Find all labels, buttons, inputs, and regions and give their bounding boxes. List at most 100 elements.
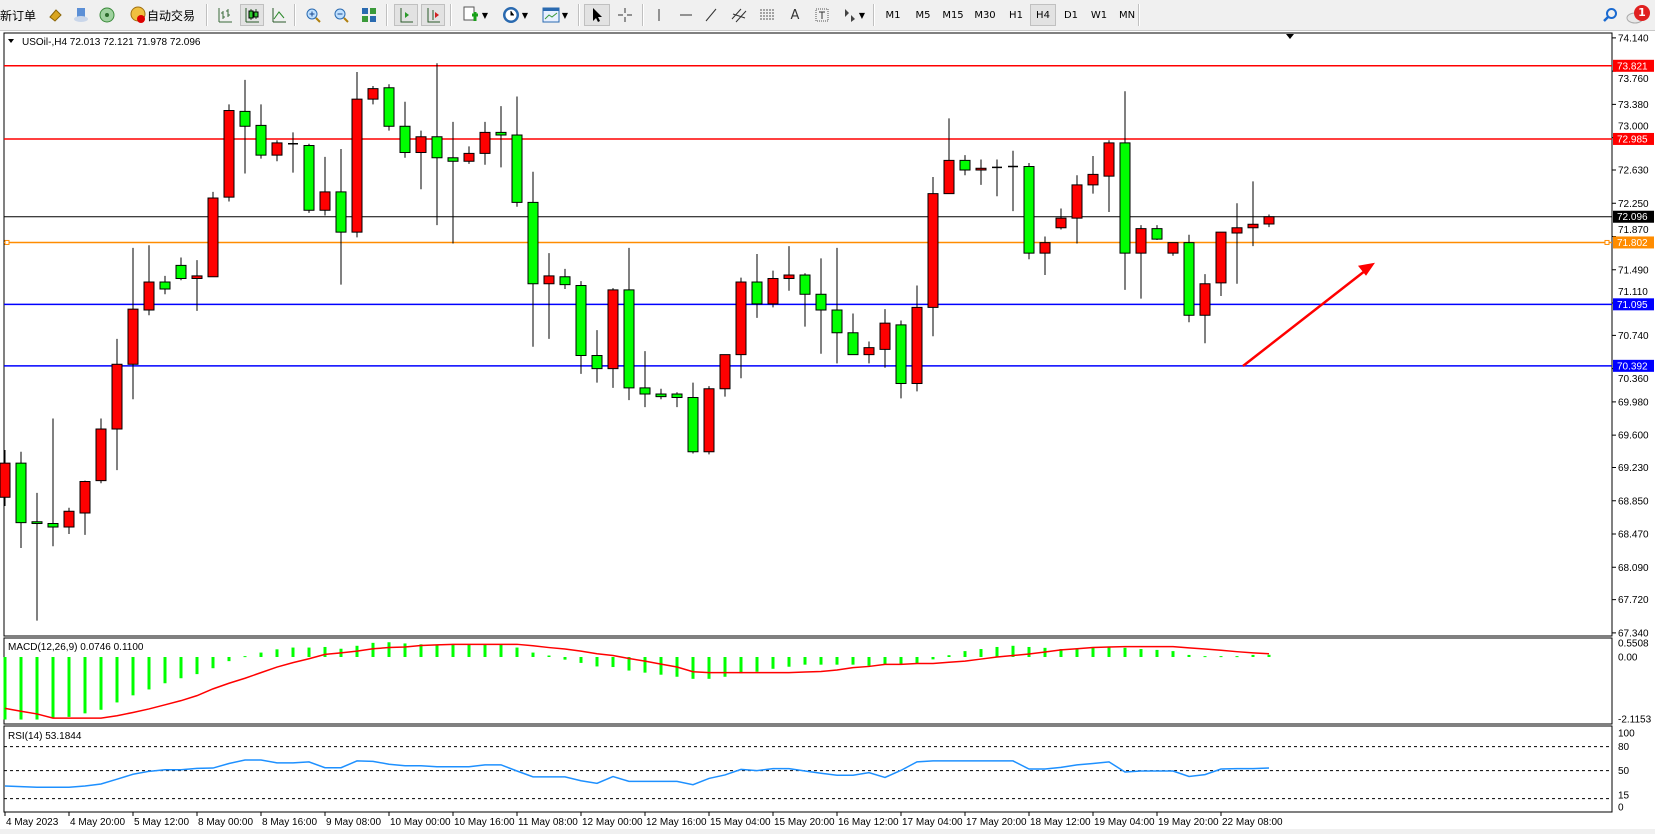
timeframe-w1-button[interactable]: W1 (1090, 9, 1108, 21)
candle[interactable] (879, 309, 891, 368)
chart-shift-icon[interactable] (394, 4, 418, 26)
crosshair-icon[interactable] (613, 4, 637, 26)
timeframe-h4-button[interactable]: H4 (1030, 4, 1056, 26)
cursor-icon[interactable] (584, 4, 610, 26)
candle[interactable] (239, 79, 251, 174)
candle[interactable] (607, 288, 619, 388)
templates-icon[interactable]: ▼ (538, 4, 572, 26)
candle[interactable] (495, 106, 507, 168)
chart-shift-marker-icon[interactable] (1286, 34, 1294, 39)
line-chart-icon[interactable] (268, 4, 290, 26)
candle[interactable] (703, 386, 715, 455)
tile-windows-icon[interactable] (358, 4, 380, 26)
candle[interactable] (847, 313, 859, 356)
bar-chart-icon[interactable] (214, 4, 236, 26)
candle[interactable] (1215, 231, 1227, 297)
candle[interactable] (47, 418, 59, 547)
trendline-icon[interactable] (700, 4, 722, 26)
candle[interactable] (255, 104, 267, 159)
candle[interactable] (511, 96, 523, 207)
zoom-in-icon[interactable] (302, 4, 324, 26)
text-label-icon[interactable] (811, 4, 833, 26)
candle[interactable] (447, 121, 459, 244)
auto-trade-button[interactable]: 自动交易 (124, 4, 200, 26)
candle[interactable] (127, 247, 139, 400)
candle[interactable] (303, 143, 315, 213)
candle[interactable] (992, 159, 1002, 197)
candle[interactable] (415, 130, 427, 190)
shapes-icon[interactable]: ▼ (838, 4, 868, 26)
candle[interactable] (1151, 225, 1163, 241)
candle[interactable] (975, 159, 987, 185)
timeframe-m15-button[interactable]: M15 (942, 9, 964, 21)
candle[interactable] (895, 320, 907, 399)
candle[interactable] (79, 480, 91, 535)
candle[interactable] (527, 171, 539, 347)
chat-icon[interactable]: 1 (1624, 4, 1652, 26)
candle[interactable] (1055, 208, 1067, 230)
candle[interactable] (639, 351, 651, 408)
candle[interactable] (1071, 175, 1083, 244)
candle[interactable] (687, 382, 699, 454)
indicators-icon[interactable]: ▼ (458, 4, 492, 26)
candle[interactable] (479, 121, 491, 165)
candle[interactable] (1008, 150, 1018, 212)
candle[interactable] (671, 392, 683, 408)
candle[interactable] (1087, 156, 1099, 194)
candle[interactable] (863, 341, 875, 364)
new-order-button[interactable]: 新订单 (0, 8, 37, 23)
timeframe-h1-button[interactable]: H1 (1009, 9, 1023, 21)
candlestick-icon[interactable] (240, 4, 264, 26)
timeframe-mn-button[interactable]: MN (1118, 9, 1136, 21)
periods-clock-icon[interactable]: ▼ (498, 4, 532, 26)
candle[interactable] (335, 149, 347, 285)
candle[interactable] (959, 155, 971, 176)
candle[interactable] (1119, 91, 1131, 290)
candle[interactable] (1023, 163, 1035, 260)
candle[interactable] (911, 285, 923, 392)
channel-icon[interactable] (728, 4, 750, 26)
chart-menu-triangle-icon[interactable] (8, 39, 14, 43)
fibonacci-icon[interactable] (756, 4, 778, 26)
candle[interactable] (223, 104, 235, 202)
candle[interactable] (767, 270, 779, 308)
candle[interactable] (591, 330, 603, 383)
candle[interactable] (799, 273, 811, 327)
candle[interactable] (367, 86, 379, 105)
text-icon[interactable]: A (790, 7, 800, 23)
candle[interactable] (95, 418, 107, 484)
timeframe-m1-button[interactable]: M1 (885, 9, 901, 21)
candle[interactable] (1167, 242, 1179, 256)
candle[interactable] (31, 492, 43, 621)
auto-scroll-icon[interactable] (421, 4, 445, 26)
candle[interactable] (1183, 234, 1195, 323)
candle[interactable] (751, 254, 763, 318)
candle[interactable] (623, 247, 635, 401)
candle[interactable] (1103, 140, 1115, 213)
candle[interactable] (15, 451, 27, 549)
chart-window[interactable]: 74.140 73.760 73.380 73.000 72.630 72.250 71.8… (0, 31, 1655, 834)
chart-canvas[interactable]: 74.140 73.760 73.380 73.000 72.630 72.250 71.8… (0, 31, 1655, 834)
candle[interactable] (159, 275, 171, 295)
candle[interactable] (559, 268, 571, 290)
level-handle[interactable] (1604, 239, 1610, 245)
search-icon[interactable] (1600, 4, 1620, 26)
candle[interactable] (111, 338, 123, 471)
candle[interactable] (351, 72, 363, 238)
timeframe-m30-button[interactable]: M30 (974, 9, 996, 21)
candle[interactable] (207, 191, 219, 278)
candle[interactable] (815, 258, 827, 354)
candle[interactable] (1263, 214, 1275, 228)
vertical-line-icon[interactable] (648, 4, 670, 26)
signal-icon[interactable] (96, 4, 118, 26)
candle[interactable] (431, 63, 443, 226)
candle[interactable] (1039, 236, 1051, 276)
candle[interactable] (1247, 181, 1259, 247)
candle[interactable] (943, 118, 955, 195)
candle[interactable] (288, 132, 298, 173)
candle[interactable] (191, 260, 203, 311)
candle[interactable] (63, 507, 75, 535)
candle[interactable] (271, 140, 283, 162)
gold-icon[interactable] (44, 4, 66, 26)
candle[interactable] (319, 156, 331, 216)
